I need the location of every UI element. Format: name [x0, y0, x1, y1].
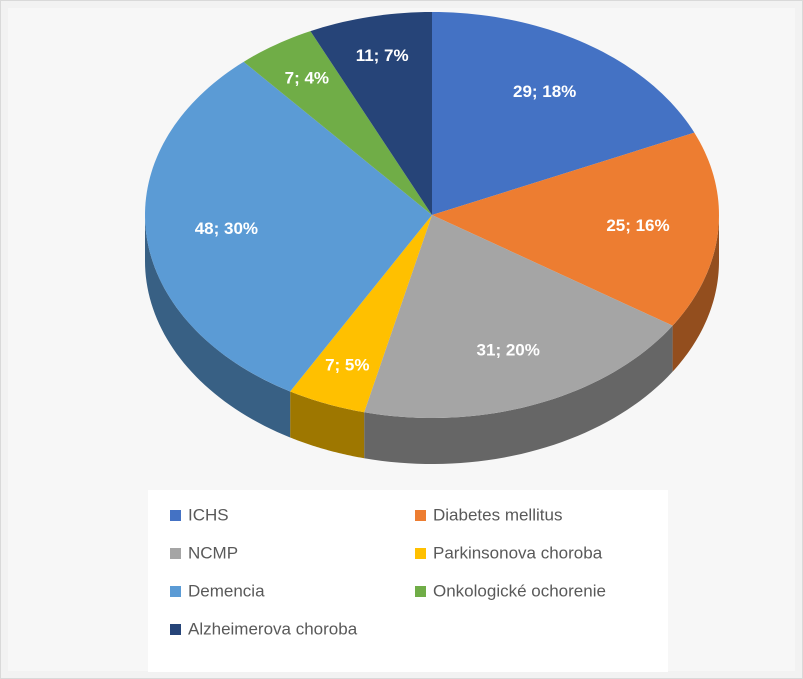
slice [243, 31, 432, 216]
slice-side [364, 325, 673, 464]
slice [290, 215, 432, 413]
legend-label: ICHS [188, 505, 229, 524]
legend-swatch [170, 548, 181, 559]
legend-box [148, 490, 668, 672]
data-label: 48; 30% [195, 219, 258, 238]
slice [432, 12, 695, 215]
legend-swatch [415, 548, 426, 559]
data-label: 7; 5% [325, 355, 369, 374]
data-label: 7; 4% [285, 68, 329, 87]
legend-label: Demencia [188, 581, 265, 600]
legend-swatch [415, 586, 426, 597]
legend-label: Onkologické ochorenie [433, 581, 606, 600]
slice [364, 215, 673, 418]
legend-label: NCMP [188, 543, 238, 562]
slice [432, 132, 719, 326]
legend-swatch [170, 586, 181, 597]
slice-side [672, 215, 719, 372]
data-label: 25; 16% [606, 216, 669, 235]
legend-label: Diabetes mellitus [433, 505, 562, 524]
slice-side [145, 215, 291, 438]
legend-swatch [170, 624, 181, 635]
legend-swatch [415, 510, 426, 521]
data-label: 31; 20% [477, 340, 540, 359]
legend-label: Alzheimerova choroba [188, 619, 358, 638]
legend-swatch [170, 510, 181, 521]
slice [145, 61, 433, 392]
legend-label: Parkinsonova choroba [433, 543, 603, 562]
data-label: 29; 18% [513, 82, 576, 101]
slice-side [290, 391, 365, 459]
data-label: 11; 7% [356, 46, 409, 65]
slice [310, 12, 432, 215]
